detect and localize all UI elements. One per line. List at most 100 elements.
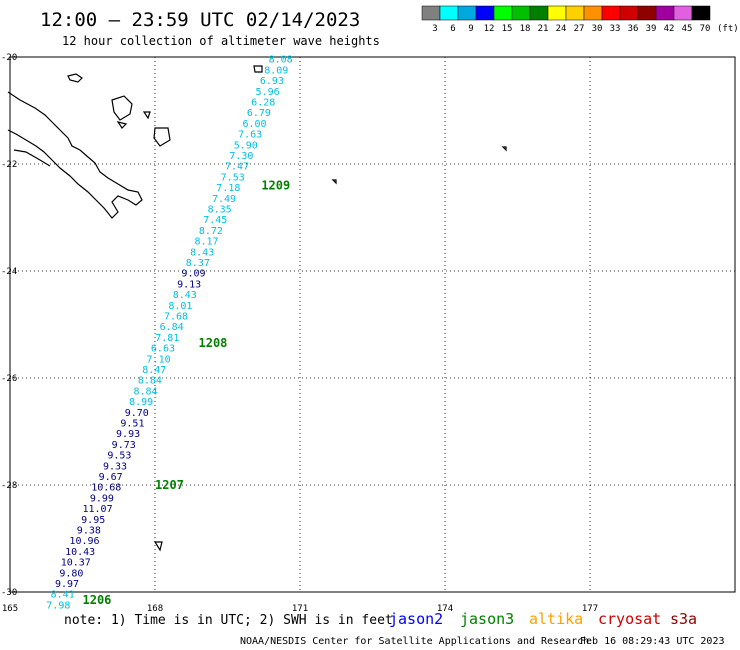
lon-tick-label: 171 <box>292 604 308 614</box>
plot-frame <box>9 56 736 593</box>
track-time-label: 1209 <box>261 178 290 192</box>
wave-height-value: 7.63 <box>238 130 262 141</box>
legend-label: 70 <box>700 24 711 34</box>
wave-height-value: 8.41 <box>51 590 75 601</box>
legend-swatch <box>655 5 675 21</box>
wave-height-value: 8.99 <box>129 397 153 408</box>
wave-height-value: 7.53 <box>221 172 245 183</box>
wave-height-value: 8.01 <box>168 301 192 312</box>
legend-swatch <box>493 5 513 21</box>
wave-height-value: 6.84 <box>160 322 184 333</box>
wave-height-value: 9.09 <box>181 269 205 280</box>
legend-swatch <box>457 5 477 21</box>
legend-label: 33 <box>610 24 621 34</box>
legend-swatch <box>529 5 549 21</box>
legend-swatch <box>547 5 567 21</box>
isle-of-pines <box>153 541 163 552</box>
legend-label: 12 <box>484 24 495 34</box>
wave-height-value: 8.35 <box>208 204 232 215</box>
wave-height-value: 9.53 <box>107 451 131 462</box>
wave-height-value: 9.33 <box>103 461 127 472</box>
lat-tick-label: -22 <box>1 160 17 170</box>
wave-height-value: 10.96 <box>69 536 99 547</box>
lon-tick-label: 177 <box>582 604 598 614</box>
wave-height-value: 8.43 <box>173 290 197 301</box>
walpole-island <box>253 65 263 73</box>
wave-height-value: 11.07 <box>83 504 113 515</box>
footer-timestamp: Feb 16 08:29:43 UTC 2023 <box>580 636 725 647</box>
wave-height-value: 9.67 <box>99 472 123 483</box>
wave-height-value: 7.18 <box>216 183 240 194</box>
mare-island <box>153 127 171 147</box>
wave-height-value: 9.51 <box>120 418 144 429</box>
coastline <box>7 65 507 552</box>
legend-unit: (ft) <box>717 24 739 34</box>
wave-height-value: 9.80 <box>59 568 83 579</box>
wave-height-value: 9.99 <box>90 493 114 504</box>
footer-note: note: 1) Time is in UTC; 2) SWH is in fe… <box>64 613 393 628</box>
color-legend: 3 6 9 12 15 18 21 24 27 30 33 36 39 42 45 70 <box>421 5 711 34</box>
lifou-island <box>111 95 133 121</box>
axis-tick-labels: 165 168 171 174 177 -20 -22 -24 -26 -28 -30 <box>1 53 598 614</box>
wave-height-value: 7.98 <box>46 600 70 611</box>
wave-height-value: 6.79 <box>247 108 271 119</box>
legend-swatch <box>619 5 639 21</box>
footer-credit: NOAA/NESDIS Center for Satellite Applica… <box>240 636 589 647</box>
satellite-track: 8.088.096.935.966.286.796.007.635.907.30… <box>46 55 292 612</box>
legend-swatch <box>475 5 495 21</box>
wave-height-value: 5.90 <box>234 140 258 151</box>
lat-tick-label: -20 <box>1 53 17 63</box>
lon-tick-label: 174 <box>437 604 453 614</box>
lat-tick-label: -30 <box>1 588 17 598</box>
wave-height-value: 8.09 <box>264 65 288 76</box>
legend-swatch <box>421 5 441 21</box>
wave-height-value: 8.43 <box>190 247 214 258</box>
track-time-labels: 1209 1208 1207 1206 <box>83 178 291 607</box>
wave-height-value: 6.63 <box>151 344 175 355</box>
matthew-island <box>331 179 337 185</box>
legend-swatch <box>511 5 531 21</box>
legend-label: 45 <box>682 24 693 34</box>
wave-height-value: 8.84 <box>133 386 157 397</box>
wave-height-value: 9.93 <box>116 429 140 440</box>
wave-height-value: 7.10 <box>147 354 171 365</box>
wave-height-value: 9.13 <box>177 279 201 290</box>
tiga-island <box>142 111 151 120</box>
wave-height-value: 7.68 <box>164 311 188 322</box>
satellite-name: jason2 <box>389 610 443 628</box>
wave-height-value: 5.96 <box>256 87 280 98</box>
legend-swatch <box>691 5 711 21</box>
wave-height-value: 9.97 <box>55 579 79 590</box>
wave-height-value: 7.47 <box>225 162 249 173</box>
wave-height-value: 6.28 <box>251 97 275 108</box>
new-caledonia-coast <box>7 91 143 219</box>
wave-height-value: 8.84 <box>138 376 162 387</box>
wave-height-value: 10.68 <box>91 483 121 494</box>
wave-height-value: 8.37 <box>186 258 210 269</box>
satellite-legend: jason2 jason3 altika cryosat s3a <box>389 610 697 628</box>
legend-label: 42 <box>664 24 675 34</box>
wave-height-value: 9.95 <box>81 515 105 526</box>
wave-height-value: 8.47 <box>142 365 166 376</box>
lon-tick-label: 165 <box>2 604 18 614</box>
legend-swatch <box>439 5 459 21</box>
legend-swatch <box>637 5 657 21</box>
lat-tick-label: -28 <box>1 481 17 491</box>
legend-label: 6 <box>450 24 455 34</box>
satellite-name: altika <box>529 610 583 628</box>
wave-height-value: 8.17 <box>195 237 219 248</box>
wave-height-value: 7.30 <box>229 151 253 162</box>
track-time-label: 1207 <box>155 478 184 492</box>
satellite-name: jason3 <box>460 610 514 628</box>
legend-label: 24 <box>556 24 567 34</box>
lon-tick-label: 168 <box>147 604 163 614</box>
legend-swatch <box>583 5 603 21</box>
lat-tick-label: -24 <box>1 267 17 277</box>
legend-label: 30 <box>592 24 603 34</box>
wave-height-value: 9.70 <box>125 408 149 419</box>
lat-lon-grid <box>10 57 735 592</box>
legend-label: 39 <box>646 24 657 34</box>
legend-label: 18 <box>520 24 531 34</box>
